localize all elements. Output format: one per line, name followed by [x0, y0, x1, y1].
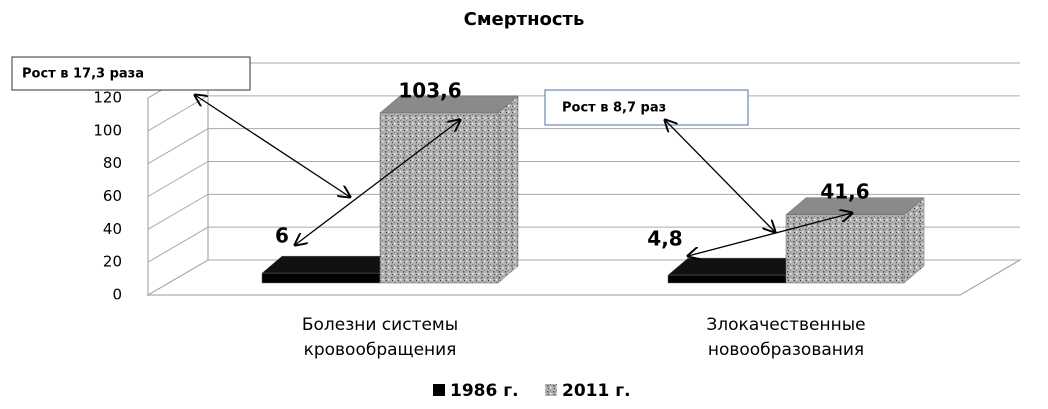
- y-tick-label: 100: [93, 121, 122, 139]
- bar: [379, 112, 499, 284]
- chart-title: Смертность: [464, 9, 585, 30]
- legend-swatch: [433, 384, 445, 396]
- arrow: [688, 213, 852, 256]
- arrow: [195, 95, 350, 197]
- arrows: [195, 95, 852, 256]
- annotation-box: [11, 56, 251, 91]
- legend-label: 2011 г.: [562, 381, 631, 401]
- bar: [261, 272, 381, 284]
- data-label: 41,6: [820, 180, 869, 204]
- arrow: [295, 120, 460, 245]
- data-label: 6: [275, 224, 289, 248]
- data-label: 103,6: [398, 79, 461, 103]
- legend-swatch: [545, 384, 557, 396]
- bar: [667, 274, 787, 284]
- y-tick-label: 0: [112, 286, 122, 304]
- y-tick-label: 60: [103, 187, 122, 205]
- data-label: 4,8: [647, 227, 682, 251]
- bar-top: [261, 255, 401, 274]
- y-tick-label: 80: [103, 154, 122, 172]
- y-tick-label: 40: [103, 220, 122, 238]
- arrow: [665, 120, 775, 232]
- bar: [785, 214, 905, 284]
- bar-top: [667, 257, 807, 276]
- legend-label: 1986 г.: [450, 381, 519, 401]
- x-tick-label: Злокачественные новообразования: [706, 315, 865, 360]
- y-tick-label: 120: [93, 89, 122, 107]
- bar-side: [497, 95, 519, 284]
- annotation: Рост в 17,3 раза: [22, 67, 144, 82]
- x-tick-label: Болезни системы кровообращения: [302, 315, 458, 360]
- grid-line: [147, 161, 1020, 197]
- annotation: Рост в 8,7 раз: [562, 101, 666, 116]
- y-tick-label: 20: [103, 253, 122, 271]
- grid-line: [147, 128, 1020, 165]
